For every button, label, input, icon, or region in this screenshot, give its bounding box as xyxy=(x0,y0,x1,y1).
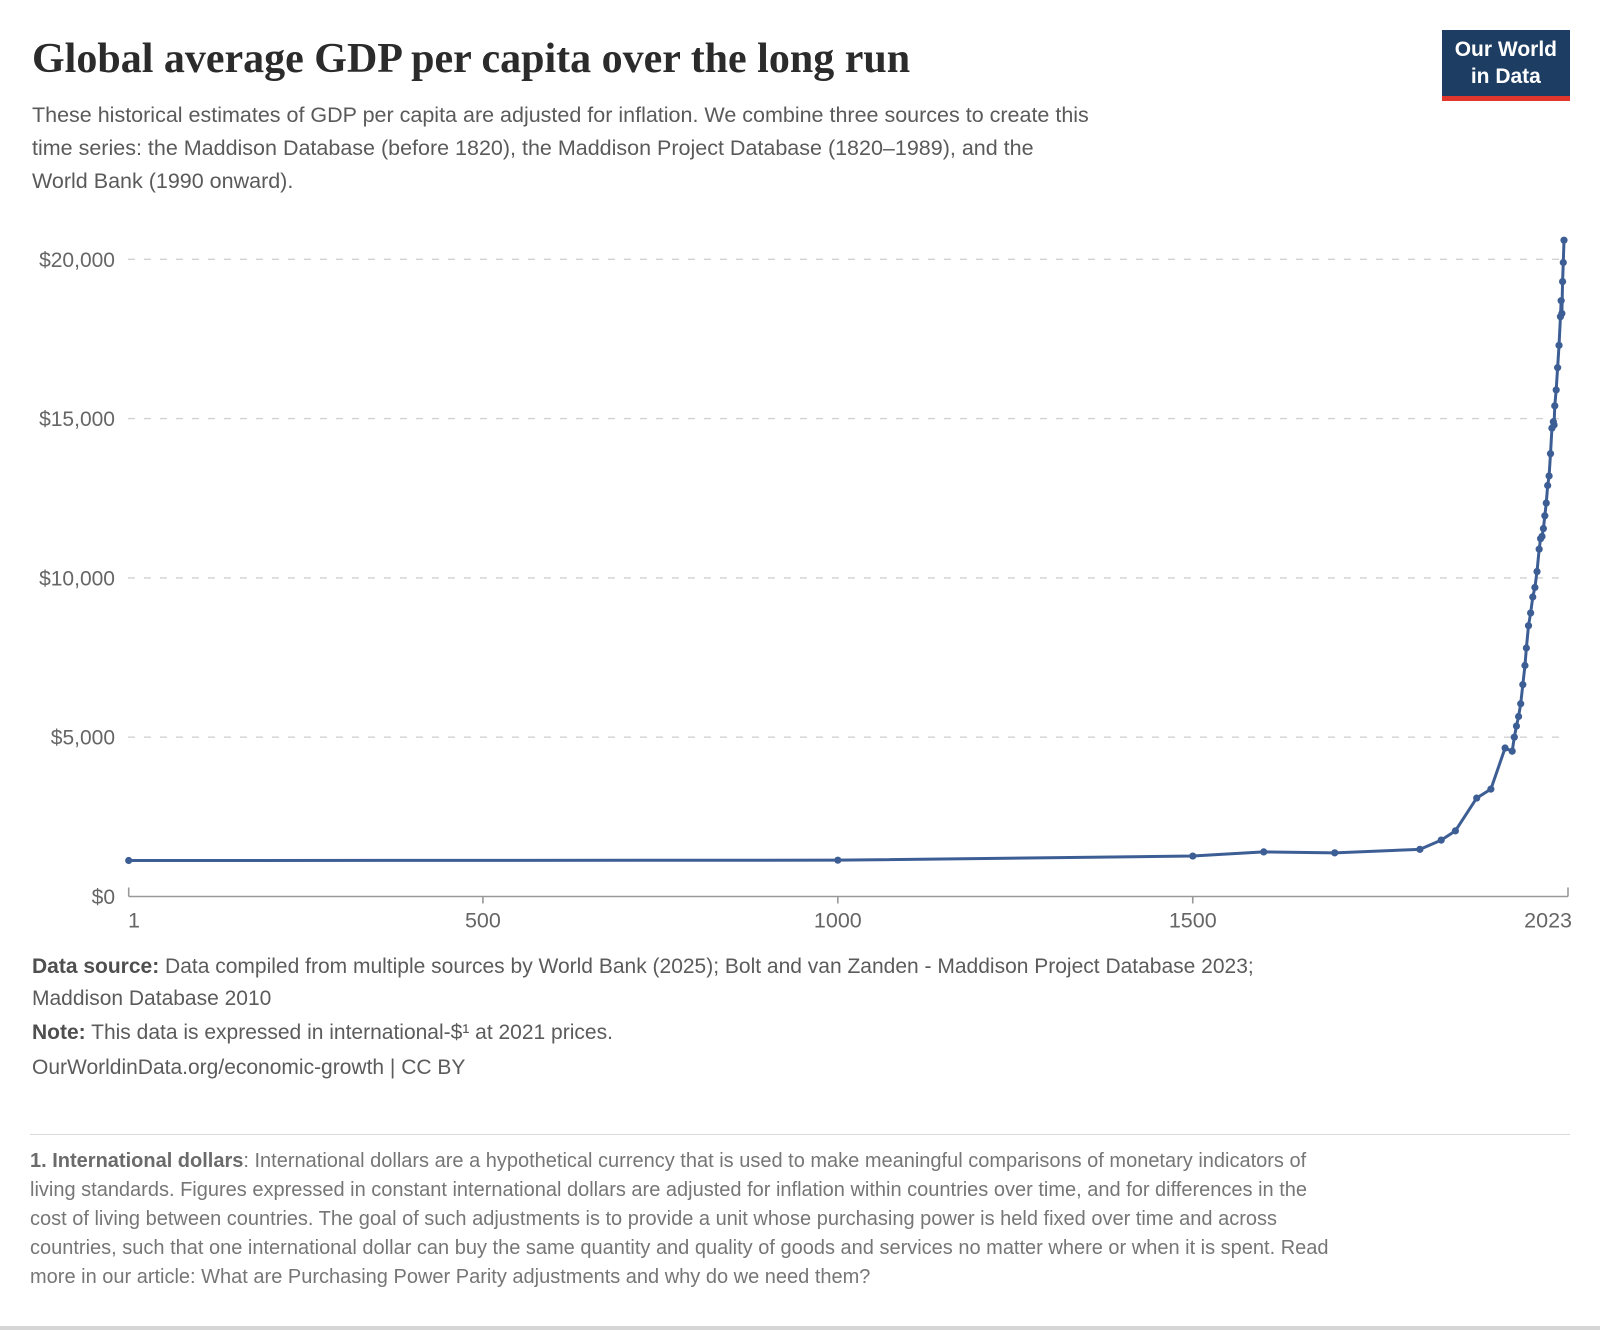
datasource-label: Data source: xyxy=(32,955,160,978)
footnote-label: 1. International dollars xyxy=(30,1150,244,1172)
data-point[interactable] xyxy=(834,856,842,864)
data-point[interactable] xyxy=(1487,785,1495,793)
data-point[interactable] xyxy=(1559,258,1567,267)
chart-subtitle: These historical estimates of GDP per ca… xyxy=(32,99,1089,198)
data-point[interactable] xyxy=(1535,545,1543,553)
footnote-line: living standards. Figures expressed in c… xyxy=(30,1179,1307,1201)
x-tick-label: 1000 xyxy=(814,909,862,933)
data-point[interactable] xyxy=(1546,450,1555,458)
y-tick-label: $5,000 xyxy=(51,727,115,750)
data-point[interactable] xyxy=(1557,297,1565,305)
x-tick-label: 2023 xyxy=(1524,909,1572,933)
chart-footer: Data source: Data compiled from multiple… xyxy=(32,951,1254,1084)
x-tick-label: 1 xyxy=(128,909,140,933)
subtitle-line: These historical estimates of GDP per ca… xyxy=(32,103,1089,127)
data-point[interactable] xyxy=(1551,402,1559,410)
data-point[interactable] xyxy=(1558,278,1567,286)
y-tick-label: $10,000 xyxy=(39,567,115,590)
note-line: Note: This data is expressed in internat… xyxy=(32,1017,1254,1049)
world-gdp-line[interactable] xyxy=(127,238,1566,862)
data-point[interactable] xyxy=(1260,848,1268,856)
data-point[interactable] xyxy=(1533,567,1541,576)
note-text: This data is expressed in international-… xyxy=(85,1021,613,1044)
data-point[interactable] xyxy=(1522,644,1530,652)
data-point[interactable] xyxy=(1531,583,1539,592)
data-point[interactable] xyxy=(1555,341,1563,349)
data-point[interactable] xyxy=(1542,499,1550,507)
data-point[interactable] xyxy=(1544,481,1552,490)
y-tick-label: $20,000 xyxy=(39,249,115,272)
data-point[interactable] xyxy=(1437,836,1445,844)
data-point[interactable] xyxy=(1451,827,1459,835)
data-point[interactable] xyxy=(1519,681,1527,689)
logo-line1: Our World xyxy=(1454,38,1557,61)
data-point[interactable] xyxy=(1510,733,1518,741)
footnote-line: 1. International dollars: International … xyxy=(30,1147,1530,1176)
footnote-line: countries, such that one international d… xyxy=(30,1237,1329,1259)
datasource-line2: Maddison Database 2010 xyxy=(32,987,272,1010)
x-tick-label: 1500 xyxy=(1169,909,1217,933)
footnote-international-dollars: 1. International dollars: International … xyxy=(30,1147,1530,1292)
data-point[interactable] xyxy=(1508,747,1516,755)
data-point[interactable] xyxy=(1416,845,1424,853)
datasource-text: Data compiled from multiple sources by W… xyxy=(159,955,1254,978)
subtitle-line: time series: the Maddison Database (befo… xyxy=(32,136,1034,160)
data-point[interactable] xyxy=(1550,421,1558,429)
data-point[interactable] xyxy=(1473,794,1481,802)
data-point[interactable] xyxy=(1539,524,1548,533)
data-point[interactable] xyxy=(1514,712,1523,721)
footnote-line: cost of living between countries. The go… xyxy=(30,1208,1277,1230)
subtitle-line: World Bank (1990 onward). xyxy=(32,169,294,193)
data-point[interactable] xyxy=(1524,622,1533,630)
footnote-divider xyxy=(30,1134,1570,1135)
data-point[interactable] xyxy=(1527,609,1535,617)
logo-line2: in Data xyxy=(1470,65,1541,88)
y-tick-label: $15,000 xyxy=(39,408,115,431)
owid-url-link[interactable]: OurWorldinData.org/economic-growth | CC … xyxy=(32,1056,466,1079)
footnote-line: more in our article: What are Purchasing… xyxy=(30,1266,871,1288)
data-point[interactable] xyxy=(1554,364,1562,372)
data-point[interactable] xyxy=(1541,512,1549,520)
data-point[interactable] xyxy=(1558,309,1566,318)
owid-logo[interactable]: Our World in Data xyxy=(1441,30,1570,101)
page-title: Global average GDP per capita over the l… xyxy=(32,36,911,82)
data-point[interactable] xyxy=(1189,852,1197,860)
data-point[interactable] xyxy=(1512,722,1521,730)
datasource-line1: Data source: Data compiled from multiple… xyxy=(32,951,1254,983)
note-label: Note: xyxy=(32,1021,86,1044)
data-point[interactable] xyxy=(1529,593,1537,601)
data-point[interactable] xyxy=(1552,386,1560,394)
bottom-border xyxy=(0,1326,1600,1330)
data-point[interactable] xyxy=(1501,744,1509,752)
y-tick-label: $0 xyxy=(92,886,115,909)
data-point[interactable] xyxy=(1560,236,1568,244)
data-point[interactable] xyxy=(1331,849,1339,857)
x-tick-label: 500 xyxy=(465,909,501,933)
data-point[interactable] xyxy=(1521,661,1529,670)
data-point[interactable] xyxy=(1545,472,1553,480)
data-point[interactable] xyxy=(125,856,133,865)
data-point[interactable] xyxy=(1538,532,1546,541)
data-point[interactable] xyxy=(1517,700,1525,708)
footnote-text: : International dollars are a hypothetic… xyxy=(243,1150,1307,1172)
